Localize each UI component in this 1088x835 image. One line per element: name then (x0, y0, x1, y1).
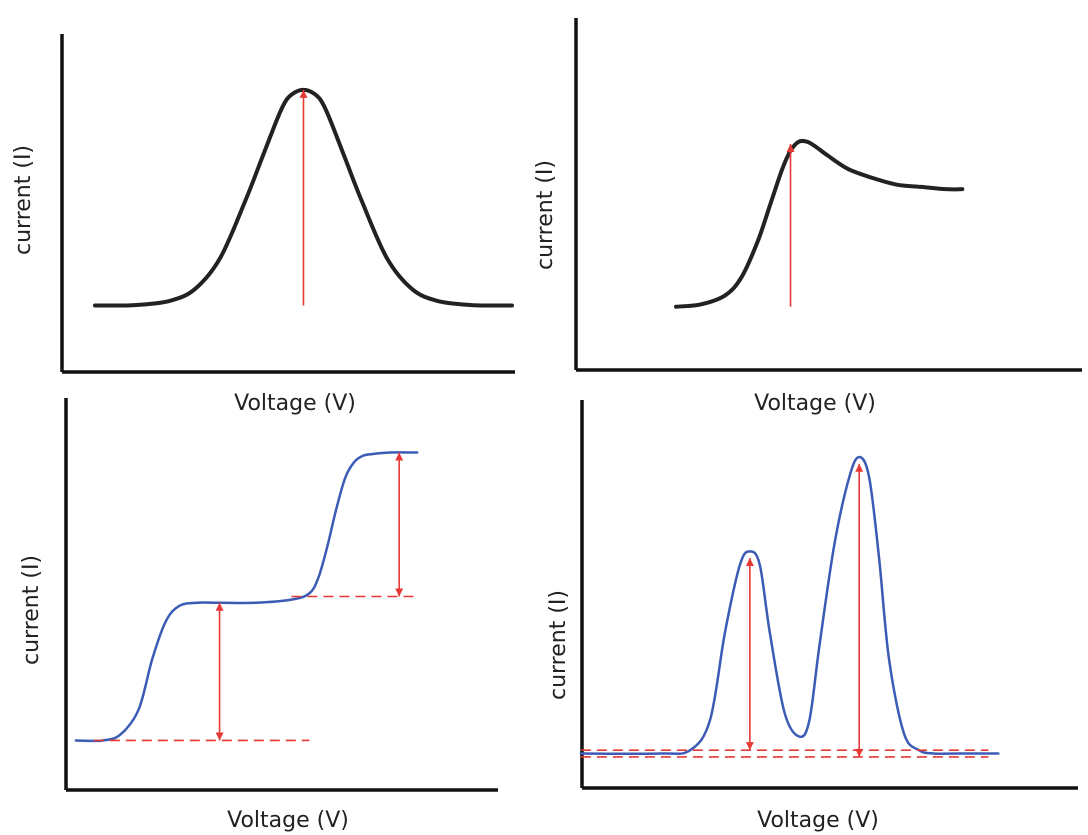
arrowhead-down (395, 588, 404, 597)
data-curve (579, 455, 1000, 756)
arrowhead-up (855, 463, 864, 472)
arrowhead-up (745, 558, 754, 567)
panel-two-step-wave: current (I) Voltage (V) (19, 398, 498, 833)
data-curve (74, 451, 419, 743)
y-axis-label: current (I) (546, 590, 571, 700)
arrowhead-down (215, 732, 224, 741)
x-axis-label: Voltage (V) (754, 391, 876, 416)
panel-double-peak: current (I) Voltage (V) (546, 400, 1078, 833)
arrowhead-up (786, 143, 795, 152)
arrowhead-up (215, 602, 224, 611)
data-curve (674, 138, 965, 309)
y-axis-label: current (I) (533, 160, 558, 270)
panel-asymmetric-peak: current (I) Voltage (V) (533, 18, 1082, 416)
y-axis-label: current (I) (11, 145, 36, 255)
arrowhead-up (395, 452, 404, 461)
y-axis-label: current (I) (19, 555, 44, 665)
x-axis-label: Voltage (V) (234, 391, 356, 416)
panel-single-peak: current (I) Voltage (V) (11, 34, 515, 416)
x-axis-label: Voltage (V) (757, 808, 879, 833)
arrowhead-down (855, 748, 864, 757)
x-axis-label: Voltage (V) (227, 808, 349, 833)
arrowhead-down (745, 742, 754, 751)
arrowhead-up (299, 89, 308, 98)
